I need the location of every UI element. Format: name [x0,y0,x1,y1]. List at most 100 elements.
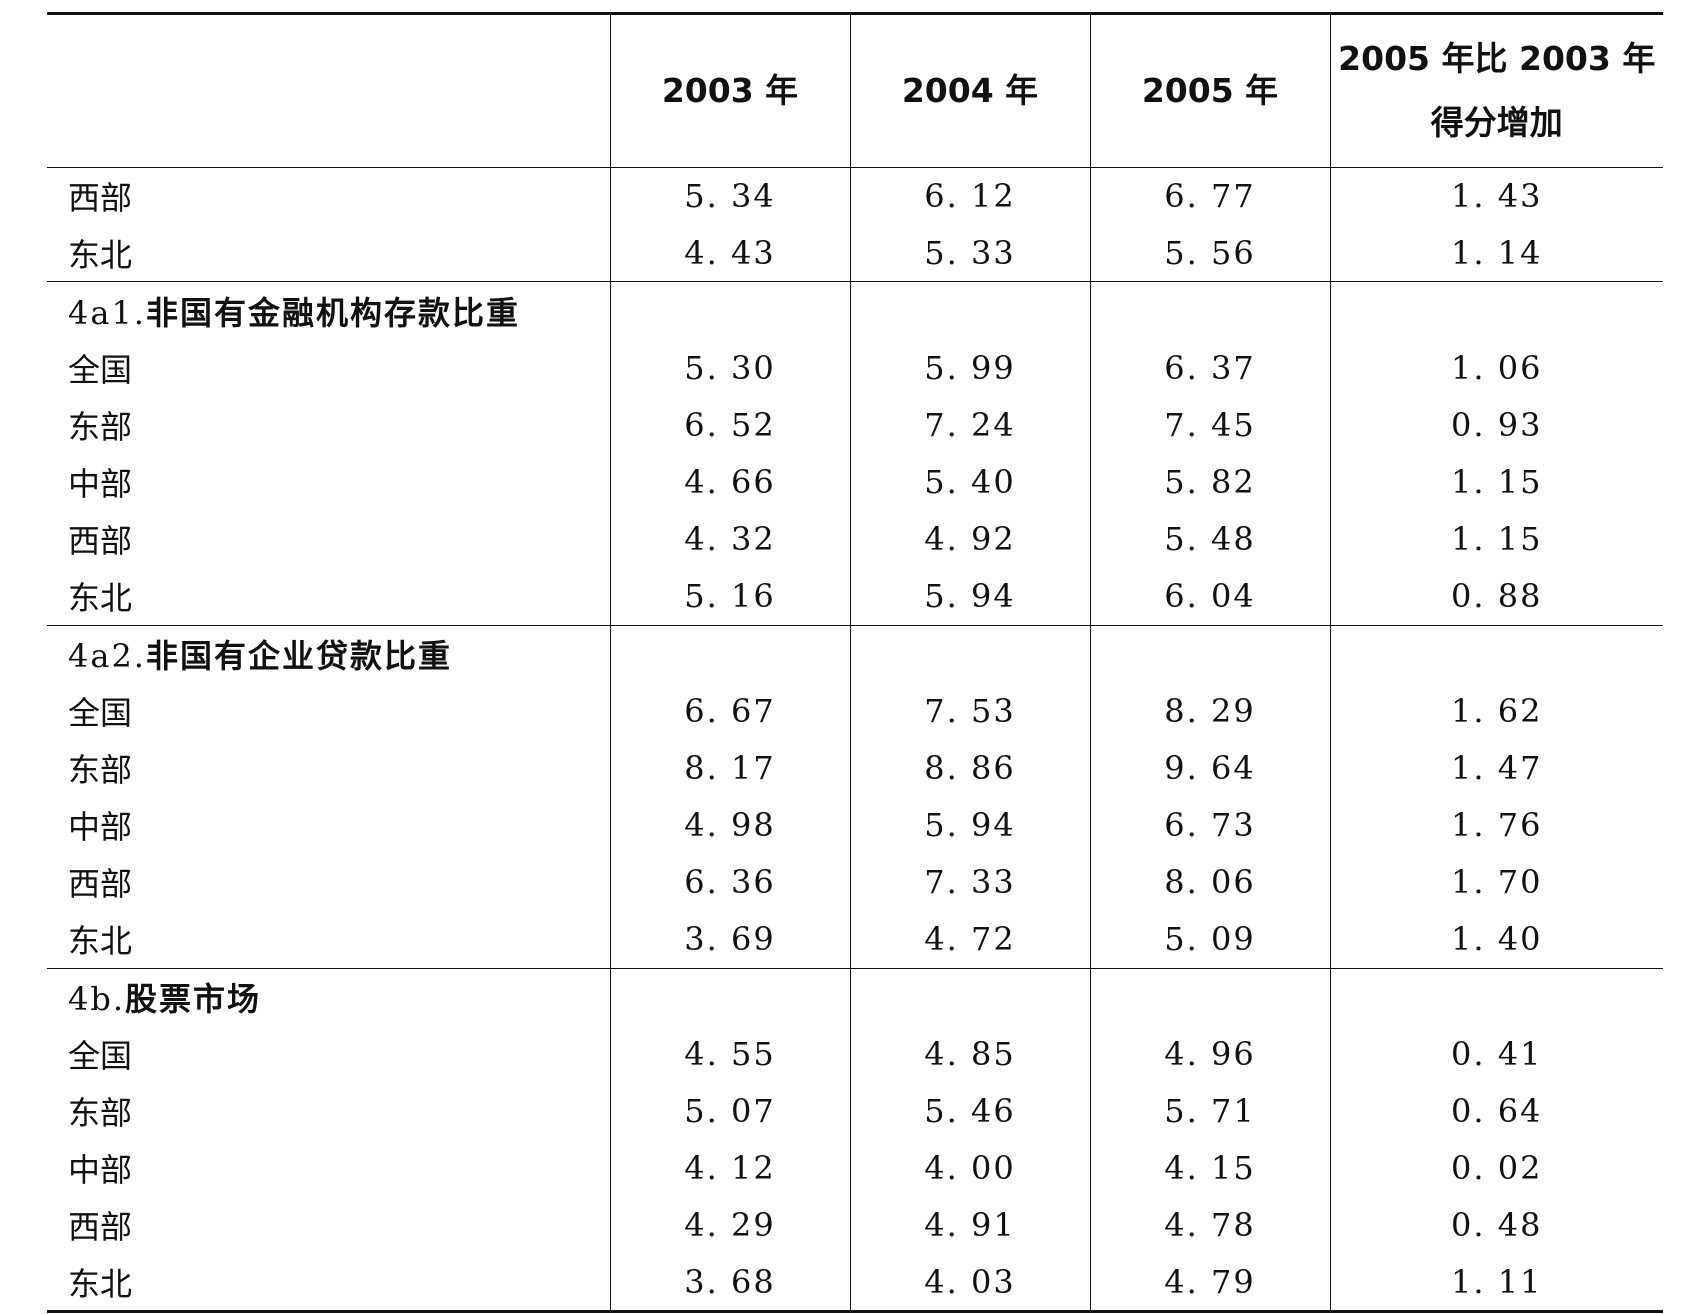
value-cell: 4. 78 [1089,1196,1330,1255]
value-cell: 4. 15 [1089,1139,1330,1197]
value-cell: 6. 04 [1089,567,1330,626]
value-cell: 1. 11 [1329,1254,1663,1313]
table-row: 西部 6. 36 7. 33 8. 06 1. 70 [47,853,1663,911]
region-cell: 全国 [68,1036,133,1075]
section-code: 4a1. [68,293,146,332]
value-cell: 4. 32 [609,510,850,568]
value-cell: 3. 68 [609,1254,850,1313]
value-cell: 5. 34 [609,167,850,225]
value-cell: 4. 92 [849,510,1090,568]
value-cell: 5. 46 [849,1082,1090,1140]
empty-cell [1329,968,1663,1026]
table-row: 东部 6. 52 7. 24 7. 45 0. 93 [47,396,1663,454]
region-cell: 西部 [68,179,133,218]
header-increase-line-2: 得分增加 [1430,103,1563,142]
table-row: 西部 5. 34 6. 12 6. 77 1. 43 [47,167,1663,225]
value-cell: 3. 69 [609,910,850,969]
value-cell: 4. 29 [609,1196,850,1255]
header-cell-increase: 2005 年比 2003 年 得分增加 [1329,12,1663,168]
value-cell: 5. 16 [609,567,850,626]
section-header-row: 4a2.非国有企业贷款比重 [47,625,1663,683]
section-header-row: 4b.股票市场 [47,968,1663,1026]
value-cell: 1. 14 [1329,224,1663,283]
value-cell: 5. 48 [1089,510,1330,568]
region-cell: 东部 [68,1094,133,1133]
value-cell: 4. 55 [609,1025,850,1083]
table-row: 西部 4. 29 4. 91 4. 78 0. 48 [47,1196,1663,1255]
value-cell: 0. 48 [1329,1196,1663,1255]
value-cell: 7. 53 [849,682,1090,740]
value-cell: 5. 71 [1089,1082,1330,1140]
region-cell: 西部 [68,1208,133,1247]
value-cell: 4. 66 [609,453,850,511]
value-cell: 0. 02 [1329,1139,1663,1197]
table-row: 全国 5. 30 5. 99 6. 37 1. 06 [47,339,1663,397]
value-cell: 5. 94 [849,567,1090,626]
value-cell: 6. 37 [1089,339,1330,397]
region-cell: 东北 [47,910,610,969]
section-title-text: 非国有金融机构存款比重 [145,293,520,332]
value-cell: 7. 24 [849,396,1090,454]
value-cell: 0. 41 [1329,1025,1663,1083]
value-cell: 4. 72 [849,910,1090,969]
region-cell: 西部 [68,522,133,561]
value-cell: 6. 77 [1089,167,1330,225]
value-cell: 1. 40 [1329,910,1663,969]
region-cell: 东部 [68,750,133,789]
value-cell: 8. 86 [849,739,1090,797]
value-cell: 6. 73 [1089,796,1330,854]
value-cell: 4. 91 [849,1196,1090,1255]
table-row: 中部 4. 12 4. 00 4. 15 0. 02 [47,1139,1663,1197]
section-title: 4a2.非国有企业贷款比重 [47,625,610,682]
header-cell-2004: 2004 年 [849,12,1090,168]
region-cell: 东北 [47,1254,610,1313]
value-cell: 8. 29 [1089,682,1330,740]
header-cell-2005: 2005 年 [1089,12,1330,168]
value-cell: 5. 33 [849,224,1090,283]
section-code: 4a2. [68,636,146,675]
value-cell: 4. 43 [609,224,850,283]
header-row: 2003 年 2004 年 2005 年 2005 年比 2003 年 得分增加 [47,12,1663,168]
header-cell-2003: 2003 年 [609,12,850,168]
table-row: 东北 3. 69 4. 72 5. 09 1. 40 [47,910,1663,969]
table-row: 全国 6. 67 7. 53 8. 29 1. 62 [47,682,1663,740]
value-cell: 1. 47 [1329,739,1663,797]
table-row: 东北 3. 68 4. 03 4. 79 1. 11 [47,1254,1663,1313]
value-cell: 1. 06 [1329,339,1663,397]
value-cell: 4. 85 [849,1025,1090,1083]
value-cell: 7. 45 [1089,396,1330,454]
table-row: 中部 4. 98 5. 94 6. 73 1. 76 [47,796,1663,854]
table-row: 中部 4. 66 5. 40 5. 82 1. 15 [47,453,1663,511]
region-cell: 东部 [68,407,133,446]
value-cell: 6. 36 [609,853,850,911]
empty-cell [1089,625,1330,683]
header-increase-line-1: 2005 年比 2003 年 [1338,39,1656,78]
value-cell: 0. 64 [1329,1082,1663,1140]
table-row: 西部 4. 32 4. 92 5. 48 1. 15 [47,510,1663,568]
value-cell: 5. 30 [609,339,850,397]
section-title: 4a1.非国有金融机构存款比重 [47,282,610,339]
score-table: 2003 年 2004 年 2005 年 2005 年比 2003 年 得分增加… [47,12,1663,1313]
empty-cell [1329,625,1663,683]
value-cell: 1. 43 [1329,167,1663,225]
region-cell: 东北 [47,567,610,626]
region-cell: 中部 [68,465,133,504]
value-cell: 4. 96 [1089,1025,1330,1083]
value-cell: 1. 76 [1329,796,1663,854]
section-title: 4b.股票市场 [47,968,610,1025]
value-cell: 1. 62 [1329,682,1663,740]
section-title-text: 非国有企业贷款比重 [145,636,452,675]
header-cell-region [47,12,610,168]
empty-cell [849,625,1090,683]
value-cell: 6. 52 [609,396,850,454]
value-cell: 0. 93 [1329,396,1663,454]
region-cell: 东北 [47,224,610,283]
value-cell: 5. 09 [1089,910,1330,969]
value-cell: 5. 07 [609,1082,850,1140]
value-cell: 1. 15 [1329,510,1663,568]
value-cell: 4. 12 [609,1139,850,1197]
value-cell: 9. 64 [1089,739,1330,797]
value-cell: 4. 00 [849,1139,1090,1197]
value-cell: 4. 79 [1089,1254,1330,1313]
value-cell: 4. 03 [849,1254,1090,1313]
